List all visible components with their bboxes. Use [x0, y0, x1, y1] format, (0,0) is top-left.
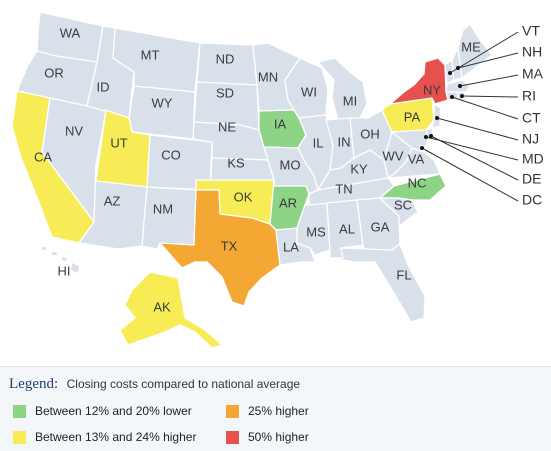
label-IA: IA: [274, 116, 287, 131]
legend-swatch-yellow: [13, 430, 26, 444]
label-AL: AL: [339, 221, 355, 236]
legend-swatch-red: [226, 430, 239, 444]
label-OK: OK: [234, 189, 253, 204]
label-LA: LA: [283, 239, 299, 254]
label-NV: NV: [65, 123, 83, 138]
state-SC[interactable]: [379, 197, 419, 227]
legend-description: Closing costs compared to national avera…: [66, 377, 301, 391]
state-NJ[interactable]: [431, 103, 442, 129]
label-IN: IN: [338, 134, 351, 149]
legend-swatch-orange: [226, 404, 239, 418]
label-MO: MO: [280, 157, 301, 172]
us-map: WA OR CA NV ID MT WY UT AZ CO NM ND SD N…: [11, 11, 544, 349]
legend-label: Between 13% and 24% higher: [35, 430, 197, 444]
label-AR: AR: [279, 195, 297, 210]
label-ND: ND: [216, 51, 235, 66]
label-ID: ID: [97, 79, 110, 94]
label-HI: HI: [58, 263, 71, 278]
callout-labels: VT NH MA RI CT NJ MD DE DC: [522, 23, 544, 208]
label-CO: CO: [161, 147, 181, 162]
legend-label: 50% higher: [248, 430, 309, 444]
legend-item-higher-50: 50% higher: [226, 430, 309, 444]
legend-label: 25% higher: [248, 404, 309, 418]
legend-item-higher-25: 25% higher: [226, 404, 309, 418]
label-PA: PA: [404, 109, 421, 124]
label-MD: MD: [522, 151, 544, 167]
legend-item-lower-12-20: Between 12% and 20% lower: [13, 404, 192, 418]
label-MS: MS: [306, 224, 326, 239]
label-MA: MA: [522, 66, 544, 82]
legend-label: Between 12% and 20% lower: [35, 404, 192, 418]
label-OR: OR: [44, 65, 64, 80]
label-WA: WA: [60, 25, 81, 40]
state-AK[interactable]: [119, 271, 223, 349]
legend-header: Legend: Closing costs compared to nation…: [9, 375, 300, 393]
legend-panel: Legend: Closing costs compared to nation…: [0, 366, 551, 451]
label-MT: MT: [141, 47, 160, 62]
state-MI[interactable]: [317, 57, 368, 121]
label-WI: WI: [301, 84, 317, 99]
label-TX: TX: [221, 238, 238, 253]
label-UT: UT: [110, 135, 127, 150]
label-ME: ME: [461, 39, 481, 54]
label-TN: TN: [335, 181, 352, 196]
label-SD: SD: [216, 85, 234, 100]
label-NM: NM: [153, 201, 173, 216]
label-FL: FL: [396, 267, 411, 282]
label-OH: OH: [360, 126, 380, 141]
state-labels: WA OR CA NV ID MT WY UT AZ CO NM ND SD N…: [34, 25, 481, 314]
callout-leaders: [420, 31, 519, 202]
legend-title: Legend:: [9, 376, 59, 392]
label-GA: GA: [371, 219, 390, 234]
state-MD[interactable]: [391, 129, 429, 153]
label-RI: RI: [522, 88, 536, 104]
label-MI: MI: [343, 93, 357, 108]
label-KS: KS: [227, 155, 245, 170]
label-NE: NE: [218, 119, 236, 134]
state-TX[interactable]: [159, 189, 281, 307]
label-NH: NH: [522, 44, 542, 60]
state-NY[interactable]: [389, 57, 449, 105]
label-AZ: AZ: [104, 193, 121, 208]
label-MN: MN: [258, 69, 278, 84]
label-VT: VT: [522, 23, 540, 39]
label-DE: DE: [522, 171, 541, 187]
label-NC: NC: [408, 175, 427, 190]
label-NJ: NJ: [522, 131, 539, 147]
label-WV: WV: [383, 148, 404, 163]
label-CA: CA: [34, 149, 52, 164]
state-ME[interactable]: [457, 23, 493, 79]
label-IL: IL: [313, 135, 324, 150]
label-DC: DC: [522, 192, 542, 208]
label-NY: NY: [423, 82, 441, 97]
label-KY: KY: [350, 161, 368, 176]
label-CT: CT: [522, 110, 541, 126]
label-SC: SC: [394, 197, 412, 212]
state-NM[interactable]: [141, 186, 197, 250]
state-HI[interactable]: [40, 245, 81, 275]
label-VA: VA: [408, 151, 425, 166]
legend-item-higher-13-24: Between 13% and 24% higher: [13, 430, 196, 444]
legend-swatch-green: [13, 404, 26, 418]
state-FL[interactable]: [329, 243, 426, 323]
state-WY[interactable]: [128, 85, 196, 140]
label-AK: AK: [153, 299, 171, 314]
label-WY: WY: [152, 95, 173, 110]
